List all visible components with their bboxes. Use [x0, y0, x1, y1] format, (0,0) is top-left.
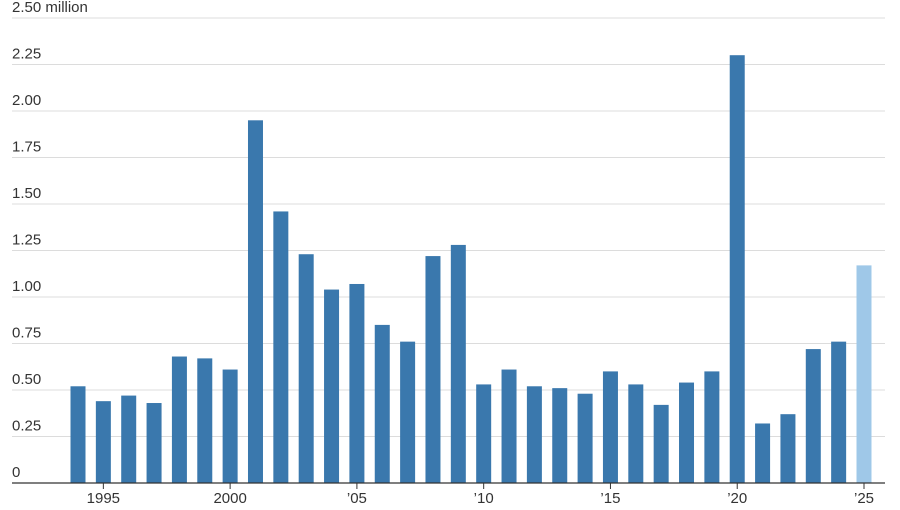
y-tick-label: 1.00: [12, 278, 41, 295]
bar: [197, 358, 213, 483]
bar: [298, 254, 314, 483]
bar: [577, 393, 593, 483]
bar: [704, 371, 720, 483]
x-tick-label: ’15: [600, 490, 620, 507]
bar: [602, 371, 618, 483]
bar: [324, 289, 340, 483]
y-tick-label: 1.50: [12, 185, 41, 202]
bar: [95, 401, 111, 483]
bar: [349, 283, 365, 483]
x-tick-label: ’10: [474, 490, 494, 507]
bar: [476, 384, 492, 483]
y-tick-label: 0.75: [12, 325, 41, 342]
x-tick-label: 2000: [213, 490, 246, 507]
y-tick-label: 1.25: [12, 232, 41, 249]
x-tick-label: ’25: [854, 490, 874, 507]
y-tick-label: 1.75: [12, 139, 41, 156]
bar: [222, 369, 238, 483]
bar: [501, 369, 517, 483]
bar: [70, 386, 86, 483]
bar: [450, 244, 466, 483]
bar: [831, 341, 847, 483]
y-tick-label: 0: [12, 464, 20, 481]
y-tick-label: 0.50: [12, 371, 41, 388]
bar: [374, 324, 390, 483]
bar: [400, 341, 416, 483]
bar: [526, 386, 542, 483]
x-tick-label: 1995: [87, 490, 120, 507]
bar: [273, 211, 289, 483]
bar: [146, 403, 162, 483]
bar: [653, 404, 669, 483]
bar: [247, 120, 263, 484]
x-tick-label: ’20: [727, 490, 747, 507]
bar: [805, 349, 821, 483]
bar: [425, 256, 441, 483]
bar: [552, 388, 568, 483]
y-tick-label: 0.25: [12, 418, 41, 435]
bar: [755, 423, 771, 483]
y-tick-label: 2.25: [12, 46, 41, 63]
bar: [679, 382, 695, 483]
bar: [628, 384, 644, 483]
bar: [729, 55, 745, 483]
bar: [856, 265, 872, 483]
x-tick-label: ’05: [347, 490, 367, 507]
bar: [171, 356, 187, 483]
y-tick-label: 2.00: [12, 92, 41, 109]
y-tick-label: 2.50 million: [12, 0, 88, 16]
bar: [121, 395, 137, 483]
bar: [780, 414, 796, 483]
